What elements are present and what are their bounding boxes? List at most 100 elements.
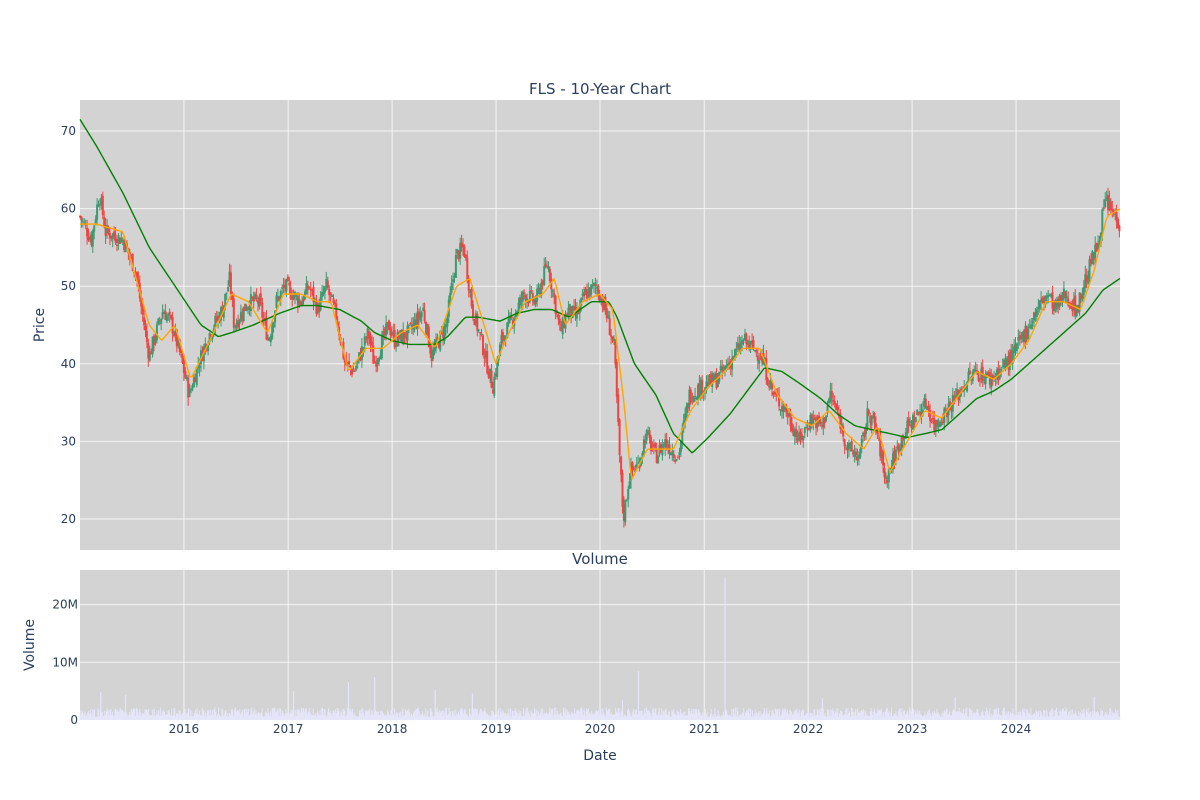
candle-body-510: [805, 427, 808, 429]
candle-body-291: [493, 376, 496, 396]
candle-body-391: [635, 464, 638, 468]
candle-body-656: [1013, 346, 1016, 354]
candle-body-694: [1067, 298, 1070, 306]
candle-body-16: [101, 195, 104, 216]
candle-body-497: [786, 412, 789, 418]
candle-body-239: [419, 314, 422, 321]
candle-body-365: [598, 295, 601, 303]
candle-body-450: [719, 365, 722, 371]
candle-body-133: [268, 339, 271, 341]
candle-body-164: [312, 286, 315, 302]
candle-body-176: [329, 292, 332, 296]
candle-body-502: [793, 430, 796, 437]
candle-body-37: [131, 254, 134, 271]
candle-body-658: [1015, 343, 1018, 351]
candle-body-398: [645, 430, 648, 441]
candle-body-349: [575, 310, 578, 319]
candle-body-708: [1087, 275, 1090, 284]
candle-body-432: [694, 395, 697, 397]
candle-body-500: [790, 423, 793, 431]
candle-body-645: [997, 368, 1000, 380]
candle-body-281: [479, 332, 482, 334]
x-tick-2022: 2022: [793, 722, 824, 736]
candle-body-321: [536, 288, 539, 302]
candle-body-91: [208, 333, 211, 343]
candle-body-706: [1084, 274, 1087, 288]
candle-body-602: [936, 420, 939, 425]
candle-body-546: [856, 456, 859, 461]
candle-body-628: [973, 368, 976, 372]
candle-body-472: [751, 340, 754, 343]
candle-body-193: [353, 370, 356, 372]
candle-body-530: [833, 401, 836, 405]
candle-body-454: [725, 365, 728, 369]
candle-body-32: [124, 241, 127, 253]
candle-body-64: [170, 314, 173, 319]
candle-body-720: [1104, 199, 1107, 207]
candle-body-180: [335, 303, 338, 320]
candle-body-692: [1064, 291, 1067, 299]
candle-body-704: [1081, 294, 1084, 300]
candle-body-14: [98, 204, 101, 206]
candle-body-612: [950, 405, 953, 412]
candle-body-119: [248, 306, 251, 310]
candle-body-300: [506, 322, 509, 339]
price-y-tick-30: 30: [61, 434, 76, 448]
candle-body-5: [86, 227, 89, 237]
candle-body-730: [1118, 226, 1121, 232]
candle-body-236: [415, 320, 417, 328]
candle-body-485: [769, 380, 772, 385]
candle-body-515: [812, 418, 815, 425]
candle-body-682: [1050, 294, 1053, 297]
candle-body-578: [902, 435, 904, 441]
candle-body-319: [533, 299, 536, 304]
candle-body-135: [271, 325, 274, 339]
candle-body-419: [675, 459, 678, 461]
candle-body-608: [944, 409, 947, 411]
candle-body-511: [806, 428, 809, 430]
candle-body-46: [144, 326, 147, 331]
candle-body-155: [299, 301, 302, 305]
candle-body-713: [1094, 244, 1097, 259]
candle-body-725: [1111, 209, 1114, 211]
candle-body-78: [190, 389, 193, 391]
candle-body-238: [417, 311, 420, 319]
candle-body-298: [503, 336, 506, 341]
candle-body-556: [870, 416, 873, 426]
x-tick-2019: 2019: [481, 722, 512, 736]
candle-body-424: [682, 420, 685, 427]
candle-body-332: [551, 290, 554, 293]
candle-body-705: [1082, 286, 1085, 296]
candle-body-224: [397, 335, 400, 340]
candle-body-582: [907, 418, 910, 426]
candle-body-122: [252, 296, 255, 302]
candle-body-161: [308, 287, 311, 289]
candle-body-347: [573, 305, 576, 308]
candle-body-160: [306, 285, 309, 290]
candle-body-727: [1114, 213, 1117, 215]
candle-body-638: [987, 372, 990, 375]
candle-body-462: [736, 343, 739, 348]
candle-body-453: [724, 366, 726, 370]
candle-body-553: [866, 408, 869, 429]
candle-body-425: [684, 413, 687, 422]
candle-body-532: [836, 407, 839, 410]
candle-body-712: [1092, 253, 1095, 261]
candle-body-350: [577, 312, 580, 314]
candle-body-543: [852, 450, 855, 455]
x-tick-2017: 2017: [273, 722, 304, 736]
candle-body-167: [316, 303, 319, 314]
candle-body-697: [1071, 305, 1074, 312]
candle-body-273: [467, 277, 470, 291]
candle-body-683: [1051, 292, 1054, 309]
candle-body-514: [810, 414, 813, 424]
candle-body-49: [148, 351, 151, 361]
candle-body-202: [366, 328, 369, 339]
candle-body-132: [267, 337, 269, 340]
candle-body-470: [748, 343, 751, 348]
candle-body-445: [712, 374, 715, 383]
candle-body-213: [382, 331, 385, 338]
candle-body-525: [826, 405, 829, 414]
candle-body-210: [378, 358, 380, 362]
